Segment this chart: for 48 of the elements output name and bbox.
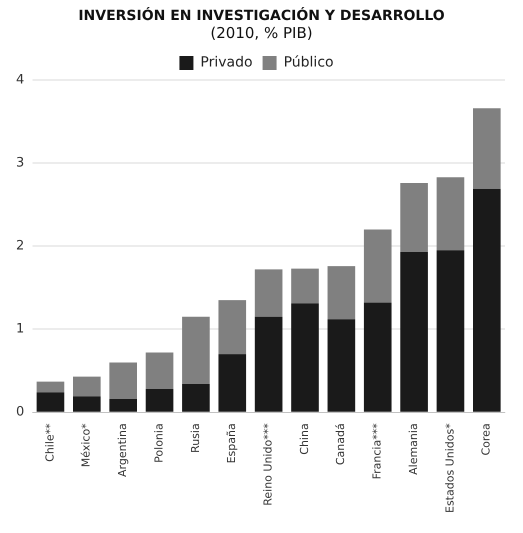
bar — [364, 302, 392, 412]
legend-label: Público — [284, 54, 334, 71]
bar — [218, 300, 246, 354]
bar — [364, 230, 392, 303]
bar — [254, 269, 282, 317]
bar — [36, 382, 64, 392]
bar — [218, 354, 246, 412]
y-tick-label: 2 — [16, 238, 24, 254]
bar — [328, 266, 356, 320]
y-tick-label: 3 — [16, 155, 24, 170]
bar — [254, 316, 282, 412]
bar — [36, 392, 64, 412]
bar — [473, 108, 501, 189]
x-tick-label: Alemania — [406, 423, 420, 475]
y-tick-label: 4 — [16, 72, 24, 88]
x-tick-label: Corea — [480, 423, 493, 456]
x-tick-label: Chile** — [43, 422, 56, 462]
y-tick-label: 1 — [16, 322, 24, 337]
bar — [146, 352, 174, 390]
bar — [182, 384, 210, 412]
bar — [109, 399, 137, 412]
x-tick-label: España — [225, 423, 238, 464]
bar — [109, 362, 137, 400]
x-tick-label: Canadá — [334, 423, 348, 466]
bar — [400, 183, 428, 252]
bar — [291, 268, 319, 304]
bar — [436, 177, 464, 250]
x-tick-label: Polonia — [152, 423, 166, 463]
x-tick-label: Rusia — [188, 423, 202, 453]
x-tick-label: Estados Unidos* — [443, 422, 456, 514]
y-tick-label: 0 — [16, 404, 24, 420]
bar — [182, 316, 210, 384]
bar — [400, 252, 428, 412]
x-tick-label: Francia*** — [370, 422, 384, 480]
bar — [291, 303, 319, 412]
x-tick-label: México* — [80, 422, 93, 468]
chart-title: INVERSIÓN EN INVESTIGACIÓN Y DESARROLLO — [77, 8, 446, 24]
x-tick-label: Argentina — [116, 423, 130, 477]
chart-subtitle: (2010, % PIB) — [209, 24, 314, 42]
bar — [473, 188, 501, 412]
bar — [73, 376, 101, 397]
bar — [436, 250, 464, 412]
bar — [146, 389, 174, 412]
bar — [328, 319, 356, 412]
x-tick-label: China — [298, 423, 311, 455]
x-tick-label: Reino Unido*** — [261, 422, 274, 506]
legend-label: Privado — [200, 54, 253, 71]
bar — [73, 396, 101, 412]
